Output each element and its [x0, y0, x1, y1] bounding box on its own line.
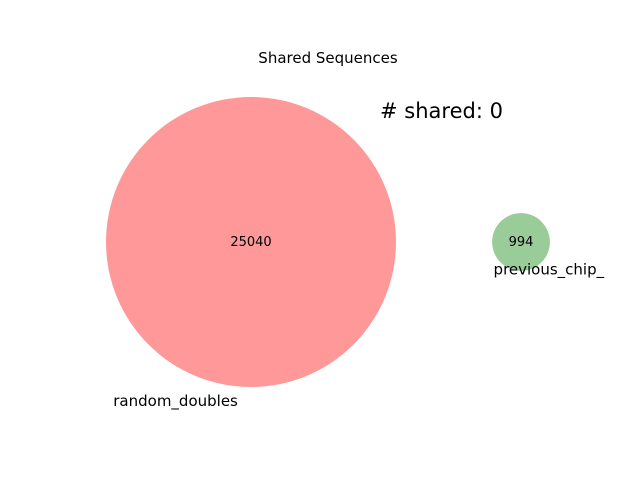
- venn-set-label-set-a: random_doubles: [113, 392, 238, 411]
- venn-labels: 25040 random_doubles 994 previous_chip_: [113, 235, 604, 411]
- chart-title: Shared Sequences: [258, 49, 398, 67]
- venn-circles: [106, 97, 550, 387]
- venn-count-set-a: 25040: [230, 235, 271, 250]
- venn-circle-set-a: [106, 97, 396, 387]
- venn-count-set-b: 994: [509, 235, 534, 250]
- venn-circle-set-b: [492, 213, 550, 271]
- venn-set-label-set-b: previous_chip_: [494, 261, 605, 280]
- shared-count-annotation: # shared: 0: [380, 99, 503, 123]
